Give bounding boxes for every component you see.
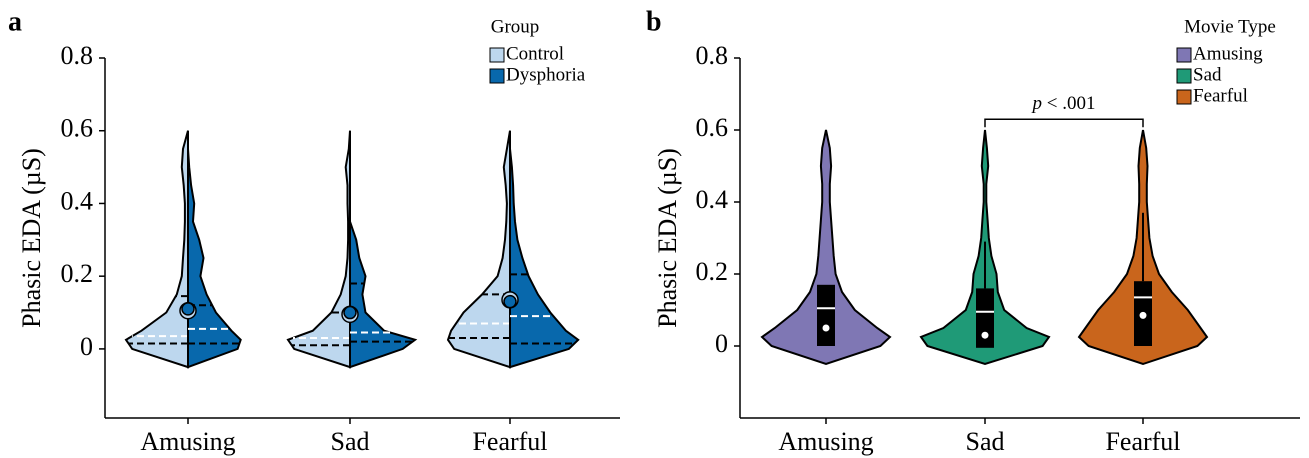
y-tick-label: 0.2 (696, 257, 729, 286)
mean-marker (822, 324, 830, 332)
x-tick-label: Amusing (140, 427, 235, 456)
y-tick-label: 0.2 (61, 259, 94, 288)
legend-label: Sad (1193, 64, 1222, 85)
panel-label: a (8, 6, 22, 37)
mean-marker (181, 302, 195, 316)
violin-half (349, 130, 418, 369)
box (817, 284, 835, 346)
legend-swatch (1176, 47, 1192, 63)
mean-marker (503, 294, 517, 309)
legend-label: Control (506, 43, 564, 64)
panel-label: b (646, 6, 662, 37)
x-tick-label: Amusing (778, 427, 873, 456)
mean-marker (981, 331, 989, 339)
legend-title: Movie Type (1184, 16, 1276, 37)
y-tick-label: 0.8 (696, 41, 729, 70)
x-tick-label: Fearful (472, 427, 547, 456)
legend-swatch (1176, 68, 1192, 84)
violin-half (446, 130, 511, 369)
legend-swatch (489, 68, 505, 84)
violin-half (187, 130, 242, 369)
legend-swatch (1176, 89, 1192, 105)
legend-label: Dysphoria (506, 64, 586, 85)
violin-half (509, 130, 580, 369)
y-axis-label: Phasic EDA (µS) (653, 148, 682, 328)
y-tick-label: 0.6 (61, 114, 94, 143)
mean-marker (343, 305, 357, 320)
y-tick-label: 0.4 (696, 185, 729, 214)
annotation-part: p (1031, 94, 1043, 115)
mean-marker (1139, 311, 1147, 319)
y-axis-label: Phasic EDA (µS) (17, 148, 46, 328)
legend-label: Fearful (1193, 85, 1248, 106)
violin (760, 129, 892, 366)
annotation: p < .001 (1031, 94, 1096, 115)
box (976, 288, 994, 348)
y-tick-label: 0 (80, 332, 93, 361)
significance-bracket (984, 118, 1144, 128)
y-tick-label: 0.4 (61, 186, 94, 215)
x-tick-label: Sad (966, 427, 1005, 456)
legend-swatch (489, 47, 505, 63)
x-tick-label: Sad (331, 427, 370, 456)
x-tick-label: Fearful (1105, 427, 1180, 456)
violin-half (124, 130, 189, 369)
y-tick-label: 0.8 (61, 41, 94, 70)
violin-half (286, 130, 351, 369)
annotation-part: < .001 (1042, 94, 1095, 115)
legend-label: Amusing (1193, 43, 1263, 64)
y-tick-label: 0 (715, 329, 728, 358)
y-tick-label: 0.6 (696, 113, 729, 142)
legend-title: Group (491, 16, 540, 37)
